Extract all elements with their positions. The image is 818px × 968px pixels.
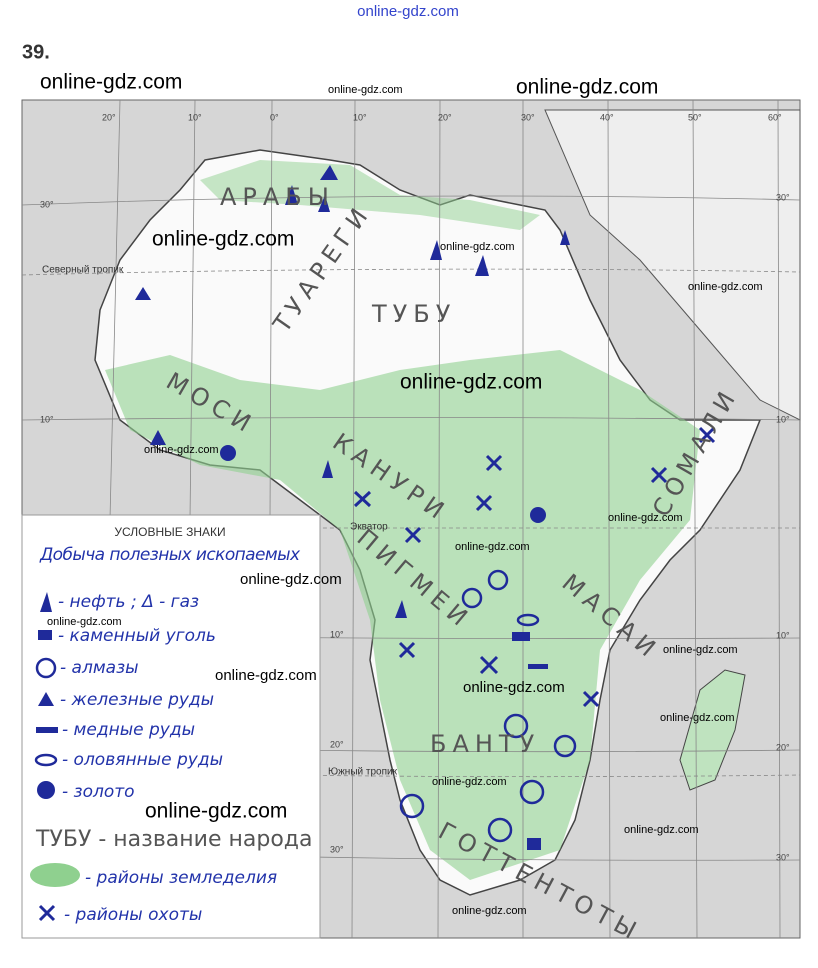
watermark: online-gdz.com xyxy=(463,679,565,696)
map-symbol xyxy=(461,587,483,609)
degree-label: 40° xyxy=(600,112,614,122)
watermark: online-gdz.com xyxy=(624,824,699,836)
watermark: online-gdz.com xyxy=(400,371,542,394)
legend-item: - каменный уголь xyxy=(58,626,216,646)
degree-label: 20° xyxy=(438,112,452,122)
degree-label: 10° xyxy=(776,630,790,640)
map-symbol xyxy=(512,632,530,641)
degree-label: 60° xyxy=(768,112,782,122)
watermark: online-gdz.com xyxy=(144,444,219,456)
legend-item: ТУБУ - название народа xyxy=(35,827,312,852)
legend: УСЛОВНЫЕ ЗНАКИ Добыча полезных ископаемы… xyxy=(21,514,321,939)
degree-label: 20° xyxy=(102,112,116,122)
watermark: online-gdz.com xyxy=(452,905,527,917)
legend-item: - медные руды xyxy=(62,720,195,740)
map-symbol xyxy=(21,195,801,861)
degree-label: 30° xyxy=(776,852,790,862)
legend-heading: Добыча полезных ископаемых xyxy=(39,545,301,565)
legend-item: - золото xyxy=(62,782,135,802)
group xyxy=(399,569,577,843)
degree-label: 10° xyxy=(330,629,344,639)
degree-label: 30° xyxy=(776,192,790,202)
people-label: ТУБУ xyxy=(371,300,456,328)
degree-label: 50° xyxy=(688,112,702,122)
people-label: АРАБЫ xyxy=(220,183,335,211)
map-symbol xyxy=(353,426,716,708)
watermark: online-gdz.com xyxy=(688,281,763,293)
degree-label: 30° xyxy=(40,199,54,209)
map-symbol xyxy=(38,630,52,640)
degree-label: 0° xyxy=(270,112,279,122)
watermark: online-gdz.com xyxy=(145,800,287,823)
task-number: 39. xyxy=(22,41,50,63)
map-symbol xyxy=(35,657,57,679)
map-symbol xyxy=(36,727,58,733)
map-symbol xyxy=(519,779,545,805)
map-symbol xyxy=(38,904,56,922)
watermark: online-gdz.com xyxy=(455,541,530,553)
map-symbol xyxy=(220,445,236,461)
line-label: Северный тропик xyxy=(42,265,124,276)
degree-label: 20° xyxy=(330,739,344,749)
map-symbol xyxy=(34,753,58,767)
map-symbol xyxy=(38,692,54,706)
map-symbol xyxy=(516,613,540,627)
degree-label: 10° xyxy=(40,414,54,424)
watermark: online-gdz.com xyxy=(240,571,342,588)
watermark: online-gdz.com xyxy=(516,76,658,99)
map-symbol xyxy=(487,569,509,591)
watermark: online-gdz.com xyxy=(663,644,738,656)
degree-label: 10° xyxy=(353,112,367,122)
map-symbol xyxy=(530,507,546,523)
map-symbol xyxy=(553,734,577,758)
watermark: online-gdz.com xyxy=(152,228,294,251)
degree-label: 30° xyxy=(521,112,535,122)
map-symbol xyxy=(527,838,541,850)
map-symbol xyxy=(21,268,801,778)
watermark: online-gdz.com xyxy=(47,616,122,628)
legend-title: УСЛОВНЫЕ ЗНАКИ xyxy=(114,525,225,539)
map-symbol xyxy=(40,592,52,612)
watermark: online-gdz.com xyxy=(215,667,317,684)
watermark: online-gdz.com xyxy=(660,712,735,724)
degree-label: 30° xyxy=(330,844,344,854)
degree-labels: 20° 10° 0° 10° 20° 30° 40° 50° 60° 30° 1… xyxy=(40,112,790,862)
watermark: online-gdz.com xyxy=(608,512,683,524)
line-label: Южный тропик xyxy=(328,767,398,778)
people-label: БАНТУ xyxy=(430,730,540,758)
map-symbol xyxy=(528,664,548,669)
map-symbol xyxy=(37,781,55,799)
degree-label: 10° xyxy=(188,112,202,122)
legend-item: - оловянные руды xyxy=(62,750,223,770)
watermark: online-gdz.com xyxy=(328,84,403,96)
legend-item: - районы земледелия xyxy=(85,868,277,888)
map-symbol xyxy=(487,817,513,843)
watermark: online-gdz.com xyxy=(440,241,515,253)
line-label: Экватор xyxy=(350,522,388,533)
arabia xyxy=(544,109,801,421)
legend-farming-swatch xyxy=(30,863,80,887)
site-link: online-gdz.com xyxy=(357,3,459,20)
legend-item: - железные руды xyxy=(60,690,214,710)
degree-label: 10° xyxy=(776,414,790,424)
watermark: online-gdz.com xyxy=(432,776,507,788)
farming-north xyxy=(200,160,540,230)
legend-item: - алмазы xyxy=(60,658,139,678)
watermarks: online-gdz.com online-gdz.com online-gdz… xyxy=(40,71,763,917)
map-symbol xyxy=(503,713,529,739)
symbols xyxy=(135,165,716,850)
legend-item: - районы охоты xyxy=(64,905,202,925)
map-symbol xyxy=(399,793,425,819)
watermark: online-gdz.com xyxy=(40,71,182,94)
legend-item: - нефть ; Δ - газ xyxy=(58,592,199,612)
degree-label: 20° xyxy=(776,742,790,752)
